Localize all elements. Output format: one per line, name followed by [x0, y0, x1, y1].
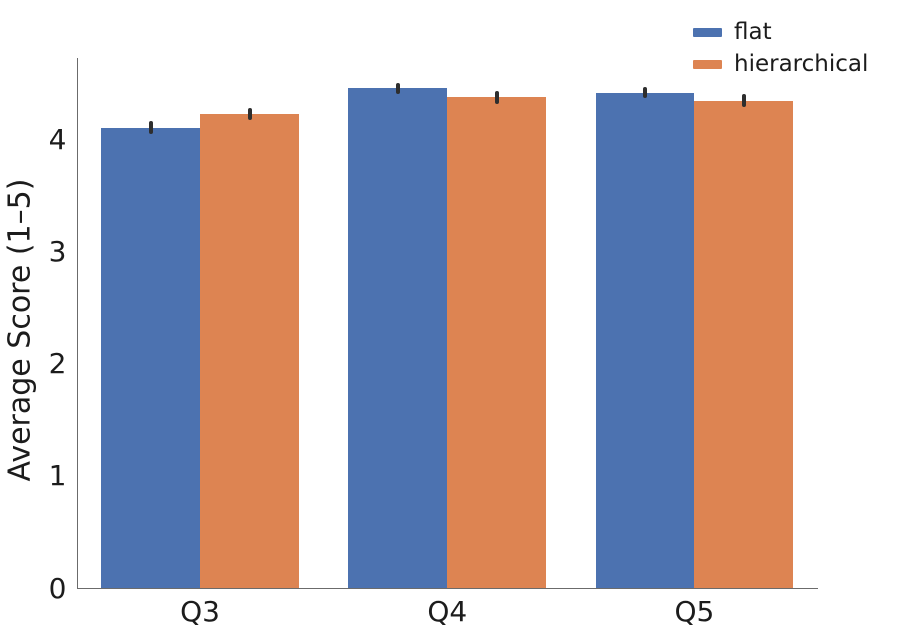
error-bar-hierarchical-Q4 [494, 90, 499, 104]
y-tick-label: 1 [48, 459, 67, 493]
y-axis-label: Average Score (1–5) [2, 178, 38, 482]
y-tick-label: 4 [48, 122, 67, 156]
error-bar-hierarchical-Q3 [247, 108, 252, 120]
bar-hierarchical-Q3 [200, 114, 299, 589]
error-bar-hierarchical-Q5 [741, 93, 746, 108]
bar-hierarchical-Q4 [447, 97, 547, 589]
legend-swatch-flat [693, 27, 722, 37]
y-tick-label: 3 [48, 235, 67, 269]
bar-flat-Q4 [348, 88, 448, 589]
x-tick-label: Q4 [427, 594, 468, 628]
x-tick-label: Q3 [180, 594, 220, 628]
bar-hierarchical-Q5 [694, 100, 794, 589]
error-bar-flat-Q4 [395, 82, 400, 94]
y-tick-label: 0 [48, 571, 67, 605]
legend-label-flat: flat [734, 18, 772, 45]
legend-swatch-hierarchical [693, 59, 722, 69]
legend-label-hierarchical: hierarchical [734, 50, 869, 77]
x-tick-label: Q5 [674, 594, 715, 628]
error-bar-flat-Q3 [148, 120, 153, 135]
y-tick-label: 2 [48, 347, 67, 381]
bar-flat-Q5 [595, 92, 695, 589]
bar-flat-Q3 [101, 127, 201, 589]
legend: flat hierarchical [693, 16, 868, 80]
error-bar-flat-Q5 [642, 87, 647, 99]
legend-row-flat: flat [693, 16, 868, 48]
legend-row-hierarchical: hierarchical [693, 48, 868, 80]
